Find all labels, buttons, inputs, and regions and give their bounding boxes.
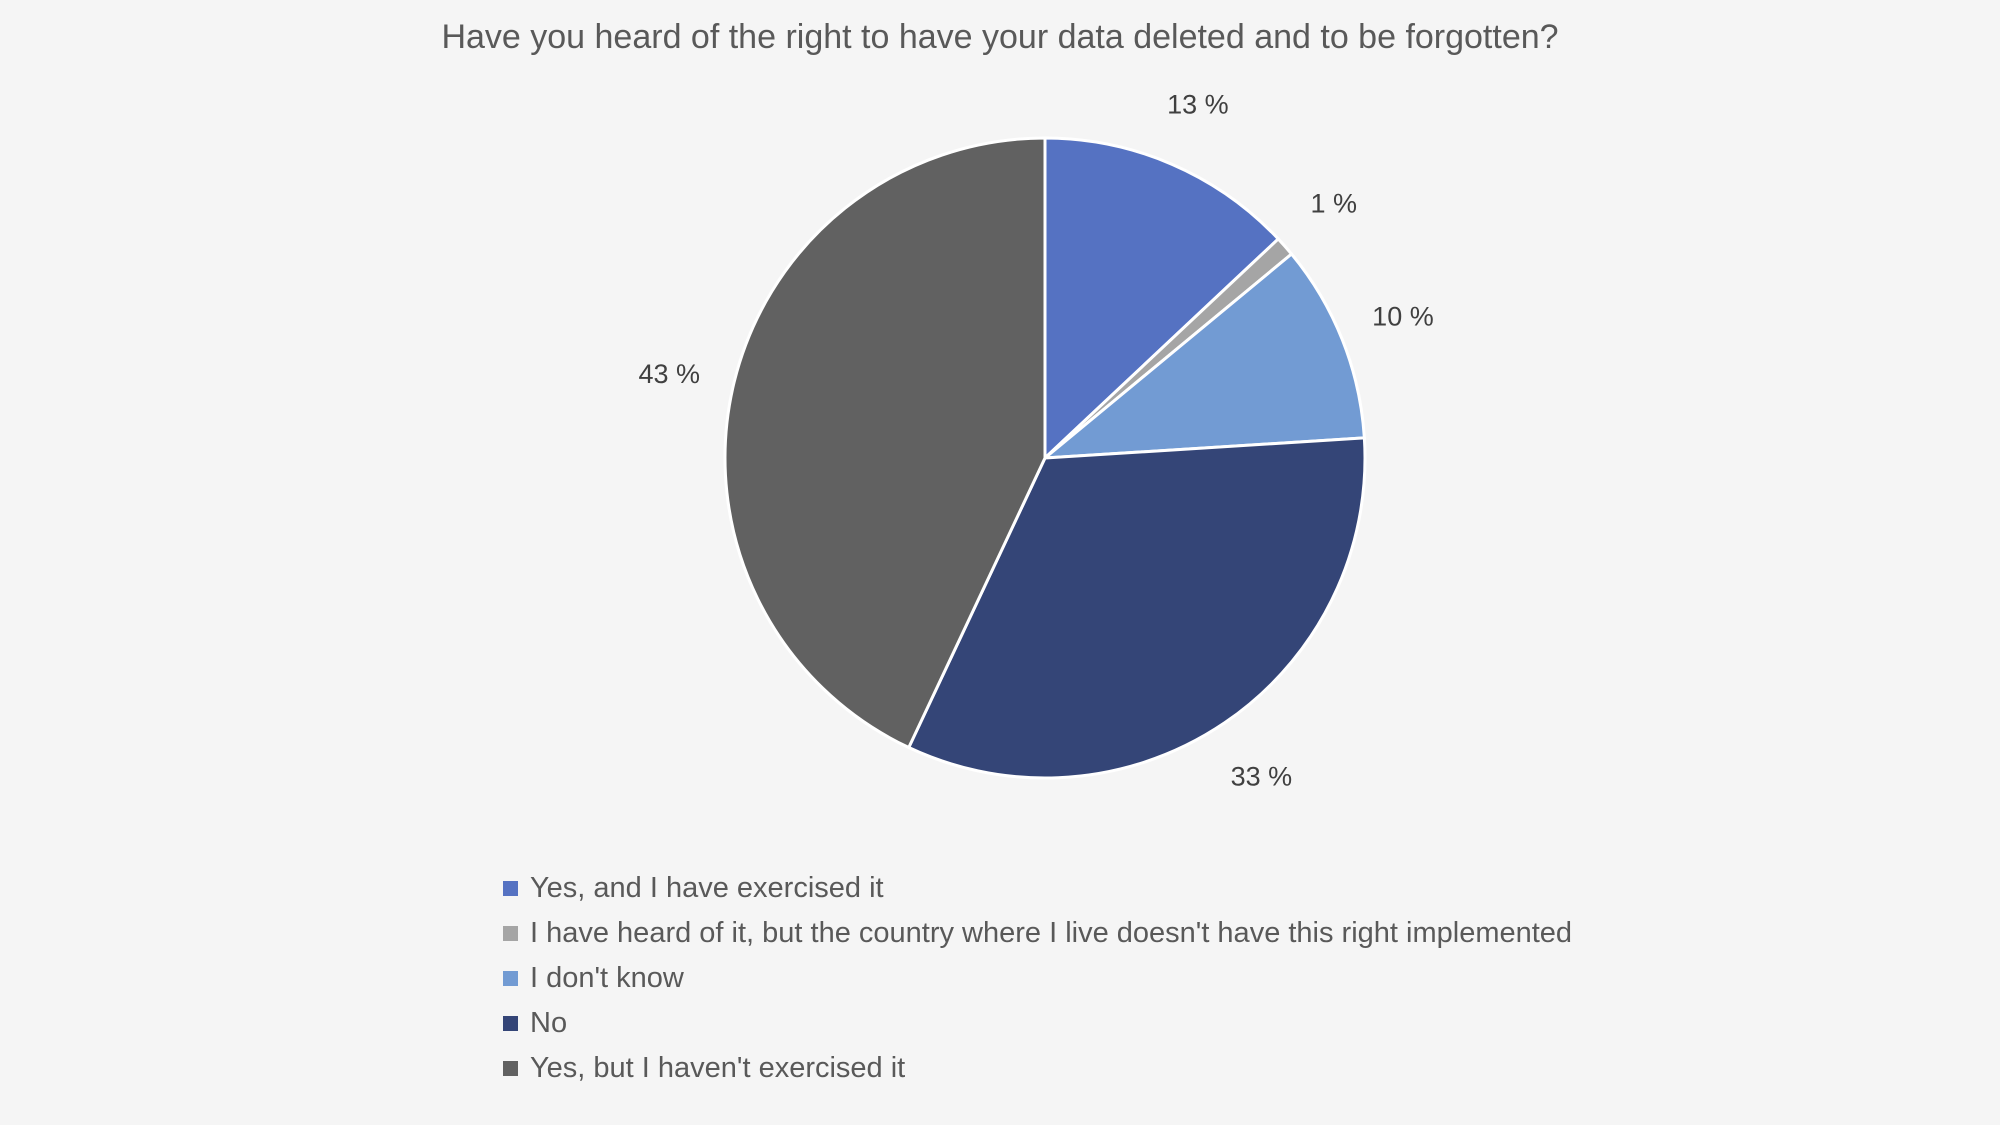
data-label-exercised: 13 % <box>1167 90 1229 120</box>
pie-data-labels: 13 % 1 % 10 % 33 % 43 % <box>638 90 1433 792</box>
legend-item-dont-know: I don't know <box>503 956 1903 1001</box>
data-label-not-implemented: 1 % <box>1311 188 1358 218</box>
legend-swatch <box>503 971 518 986</box>
legend-label: I don't know <box>530 962 684 994</box>
chart-title: Have you heard of the right to have your… <box>441 18 1559 56</box>
legend-item-not-exercised: Yes, but I haven't exercised it <box>503 1046 1903 1091</box>
legend-item-not-implemented: I have heard of it, but the country wher… <box>503 911 1903 956</box>
pie-slice-dont-know <box>1043 252 1366 460</box>
pie-slice-exercised <box>1043 136 1280 460</box>
data-label-not-exercised: 43 % <box>638 359 700 389</box>
legend-item-exercised: Yes, and I have exercised it <box>503 866 1903 911</box>
legend-label: I have heard of it, but the country wher… <box>530 917 1573 949</box>
legend-swatch <box>503 881 518 896</box>
legend-label: Yes, and I have exercised it <box>530 872 884 904</box>
legend-label: No <box>530 1007 568 1039</box>
pie-slice-not-exercised <box>723 136 1047 750</box>
legend-swatch <box>503 1016 518 1031</box>
data-label-dont-know: 10 % <box>1372 301 1434 331</box>
legend-swatch <box>503 926 518 941</box>
legend-swatch <box>503 1061 518 1076</box>
pie-slice-no <box>907 436 1367 780</box>
pie-slices <box>723 136 1367 780</box>
legend-label: Yes, but I haven't exercised it <box>530 1052 906 1084</box>
data-label-no: 33 % <box>1231 761 1293 791</box>
legend-item-no: No <box>503 1001 1903 1046</box>
legend: Yes, and I have exercised it I have heard… <box>503 866 1903 1091</box>
